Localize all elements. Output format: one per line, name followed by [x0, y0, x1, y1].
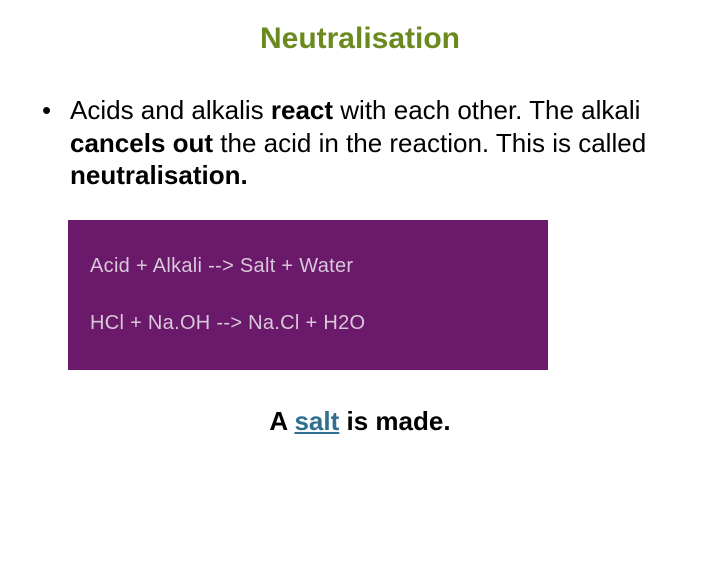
bullet-seg4: cancels out — [70, 128, 213, 158]
salt-link[interactable]: salt — [294, 406, 339, 436]
bullet-block: • Acids and alkalis react with each othe… — [0, 94, 720, 192]
equation-line-1: Acid + Alkali --> Salt + Water — [90, 255, 526, 278]
equation-line-2: HCl + Na.OH --> Na.Cl + H2O — [90, 312, 526, 335]
footer-seg3: is made. — [339, 406, 450, 436]
bullet-dot-icon: • — [40, 94, 70, 127]
bullet-seg1: Acids and alkalis — [70, 95, 271, 125]
bullet-row: • Acids and alkalis react with each othe… — [40, 94, 680, 192]
bullet-seg2: react — [271, 95, 333, 125]
bullet-seg5: the acid in the reaction. This is called — [213, 128, 646, 158]
bullet-seg3: with each other. The alkali — [333, 95, 640, 125]
footer-line: A salt is made. — [0, 406, 720, 437]
bullet-seg6: neutralisation. — [70, 160, 248, 190]
equation-box: Acid + Alkali --> Salt + Water HCl + Na.… — [68, 220, 548, 370]
bullet-text: Acids and alkalis react with each other.… — [70, 94, 680, 192]
footer-seg1: A — [269, 406, 294, 436]
slide-title: Neutralisation — [0, 22, 720, 56]
